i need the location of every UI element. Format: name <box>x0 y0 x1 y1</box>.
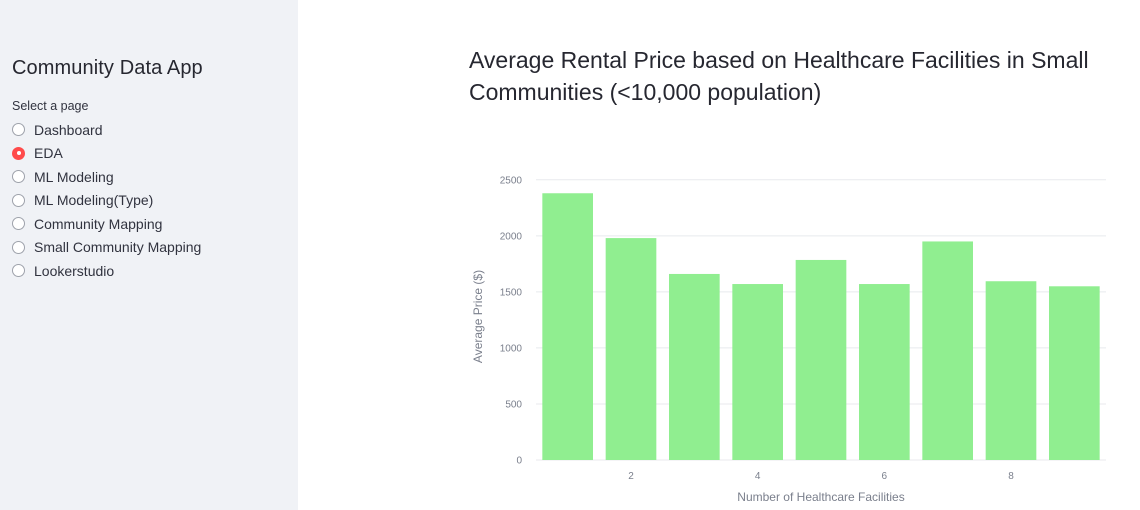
radio-option-dashboard[interactable]: Dashboard <box>12 118 298 142</box>
page-select-label: Select a page <box>12 99 89 113</box>
chart-title: Average Rental Price based on Healthcare… <box>469 47 1089 105</box>
app-title: Community Data App <box>12 57 203 79</box>
x-tick-label: 6 <box>882 471 888 482</box>
y-tick-label: 2000 <box>500 231 523 242</box>
y-tick-label: 0 <box>516 456 522 467</box>
sidebar: Community Data App Select a page Dashboa… <box>0 0 298 510</box>
radio-option-eda[interactable]: EDA <box>12 142 298 166</box>
radio-option-label: Lookerstudio <box>34 262 115 279</box>
x-tick-label: 8 <box>1008 471 1014 482</box>
bar-4[interactable] <box>732 284 783 460</box>
radio-unselected-icon[interactable] <box>12 264 25 278</box>
radio-option-label: EDA <box>34 145 63 162</box>
radio-option-ml-modeling[interactable]: ML Modeling <box>12 165 298 189</box>
bar-3[interactable] <box>669 273 720 460</box>
radio-option-ml-modeling-type[interactable]: ML Modeling(Type) <box>12 189 298 213</box>
radio-option-label: Dashboard <box>34 121 103 138</box>
radio-unselected-icon[interactable] <box>12 170 25 184</box>
bar-1[interactable] <box>542 193 593 460</box>
bar-6[interactable] <box>859 284 910 460</box>
radio-option-community-mapping[interactable]: Community Mapping <box>12 212 298 236</box>
bar-2[interactable] <box>605 238 657 460</box>
radio-option-label: Small Community Mapping <box>34 239 202 256</box>
y-tick-label: 500 <box>505 399 522 410</box>
x-tick-label: 4 <box>755 471 761 482</box>
radio-unselected-icon[interactable] <box>12 240 25 254</box>
y-tick-label: 1000 <box>500 343 523 354</box>
radio-option-label: ML Modeling(Type) <box>34 192 154 209</box>
y-tick-label: 2500 <box>500 175 523 186</box>
radio-option-lookerstudio[interactable]: Lookerstudio <box>12 259 298 283</box>
y-axis-title: Average Price ($) <box>471 270 485 363</box>
bar-7[interactable] <box>922 241 973 460</box>
radio-option-small-community-mapping[interactable]: Small Community Mapping <box>12 236 298 260</box>
main-content: Average Rental Price based on Healthcare… <box>298 0 1140 510</box>
radio-option-label: Community Mapping <box>34 215 163 232</box>
bar-8[interactable] <box>985 281 1037 460</box>
radio-unselected-icon[interactable] <box>12 123 25 137</box>
radio-unselected-icon[interactable] <box>12 217 25 231</box>
bar-chart: 0 500 1000 1500 2000 2500 2 4 6 8 Number of Health… <box>471 175 1106 504</box>
x-axis-title: Number of Healthcare Facilities <box>737 490 904 504</box>
bar-9[interactable] <box>1049 286 1100 460</box>
page-radio-group: Dashboard EDA ML Modeling ML Modeling(Type)… <box>12 118 298 283</box>
radio-option-label: ML Modeling <box>34 168 114 185</box>
bar-5[interactable] <box>795 259 847 460</box>
x-tick-label: 2 <box>628 471 634 482</box>
radio-selected-icon[interactable] <box>12 146 25 160</box>
radio-unselected-icon[interactable] <box>12 193 25 207</box>
y-tick-label: 1500 <box>500 287 523 298</box>
